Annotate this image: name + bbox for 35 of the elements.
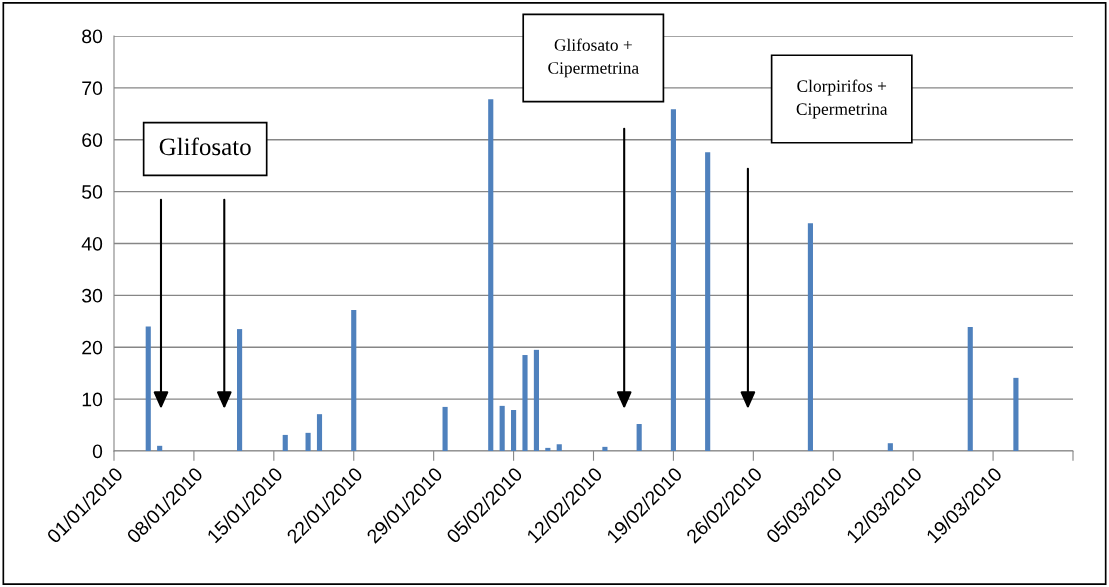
bar <box>602 446 608 451</box>
bar <box>545 447 551 451</box>
bar <box>499 405 505 451</box>
bar <box>237 329 243 451</box>
bar <box>351 309 357 451</box>
bar <box>442 406 448 451</box>
bar <box>1013 377 1019 451</box>
bar <box>157 445 163 451</box>
bar <box>282 434 288 451</box>
bar <box>887 443 893 451</box>
y-tick-label: 50 <box>82 185 103 199</box>
y-tick-label: 70 <box>82 81 103 96</box>
bar <box>670 109 676 451</box>
y-tick-label: 80 <box>82 29 103 44</box>
y-tick-label: 30 <box>82 288 103 303</box>
bar <box>488 99 494 451</box>
bar <box>533 349 539 451</box>
bar <box>145 326 151 451</box>
y-tick-label: 0 <box>92 444 103 459</box>
bar <box>556 444 562 451</box>
bar <box>522 355 528 451</box>
bar <box>807 223 813 451</box>
annotation: Glifosato + Cipermetrina <box>548 38 639 78</box>
bar <box>705 152 711 451</box>
y-tick-label: 10 <box>82 392 103 407</box>
bar <box>316 414 323 451</box>
bar <box>967 327 973 451</box>
annotation: Clorpirifos + Cipermetrina <box>796 79 888 119</box>
y-tick-label: 60 <box>82 133 103 147</box>
bar <box>511 410 517 451</box>
y-tick-label: 40 <box>81 236 103 251</box>
annotation: Glifosato <box>159 137 251 156</box>
bar <box>305 432 311 451</box>
y-tick-label: 20 <box>82 340 103 355</box>
bar <box>636 424 642 451</box>
